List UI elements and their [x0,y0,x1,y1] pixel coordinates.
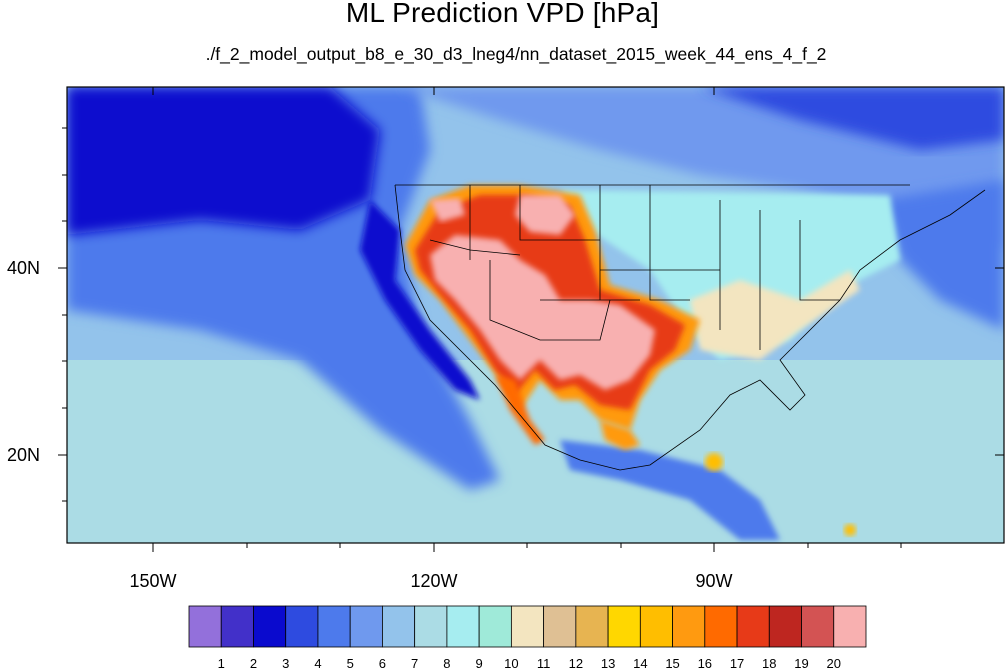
ticks [58,87,1004,552]
north-pacific-core [67,87,380,235]
colorbar-swatch [607,605,641,648]
idaho-dry [430,198,465,222]
colorbar-label: 12 [568,656,584,671]
colorbar-swatch [446,605,480,648]
colorbar-label: 1 [217,656,225,671]
colorbar-swatch [349,605,383,648]
colorbar-swatch [575,605,609,648]
map-subtitle: ./f_2_model_output_b8_e_30_d3_lneg4/nn_d… [205,44,827,64]
colorbar-label: 13 [600,656,616,671]
colorbar-swatch [768,605,802,648]
colorbar-label: 11 [536,656,551,671]
colorbar-swatch [833,605,867,648]
colorbar-swatch [253,605,287,648]
colorbar-swatch [704,605,738,648]
lat-label-40n: 40N [6,258,40,278]
colorbar-label: 15 [665,656,680,671]
north-dry-pink [515,195,575,235]
caribbean-spot-2 [844,524,856,536]
colorbar-label: 4 [314,656,322,671]
coastal-low [360,200,480,400]
colorbar-swatch [382,605,416,648]
caribbean-spot [705,453,723,471]
colorbar-label: 17 [729,656,745,671]
map-title: ML Prediction VPD [hPa] [345,0,660,28]
east-tan [690,270,860,360]
colorbar-label: 10 [504,656,519,671]
colorbar-label: 19 [794,656,809,671]
colorbar-swatch [317,605,351,648]
colorbar-label: 8 [443,656,451,671]
colorbar [188,605,867,648]
hudson-low [700,87,1004,150]
baja-dry [495,375,545,445]
boundaries [394,184,986,471]
colorbar-swatch [510,605,545,648]
colorbar-swatch [414,605,448,648]
colorbar-swatch [188,605,222,648]
colorbar-label: 6 [378,656,387,671]
colorbar-label: 2 [249,656,258,671]
colorbar-swatch [543,605,577,648]
tropical-band [67,360,1004,543]
conus-moist [560,190,900,360]
mexico-low [560,440,780,540]
west-dry-core [430,235,655,390]
colorbar-label: 16 [697,656,713,671]
colorbar-label: 7 [411,656,419,671]
atlantic-low [880,180,1004,330]
colorbar-swatch [736,605,770,648]
colorbar-swatch [672,605,706,648]
lat-label-20n: 20N [6,445,40,465]
colorbar-label: 20 [826,656,841,671]
colorbar-swatch [285,605,319,648]
mexico-dry [600,420,640,450]
colorbar-label: 18 [762,656,777,671]
colorbar-label: 14 [633,656,648,671]
lon-label-150w: 150W [129,571,177,591]
colorbar-label: 5 [346,656,354,671]
colorbar-label: 9 [475,656,483,671]
colorbar-swatch [220,605,254,648]
lon-label-90w: 90W [695,571,733,591]
colorbar-swatch [639,605,673,648]
colorbar-swatch [801,605,835,648]
lon-label-120w: 120W [410,571,458,591]
colorbar-label: 3 [282,656,290,671]
colorbar-swatch [478,605,512,648]
